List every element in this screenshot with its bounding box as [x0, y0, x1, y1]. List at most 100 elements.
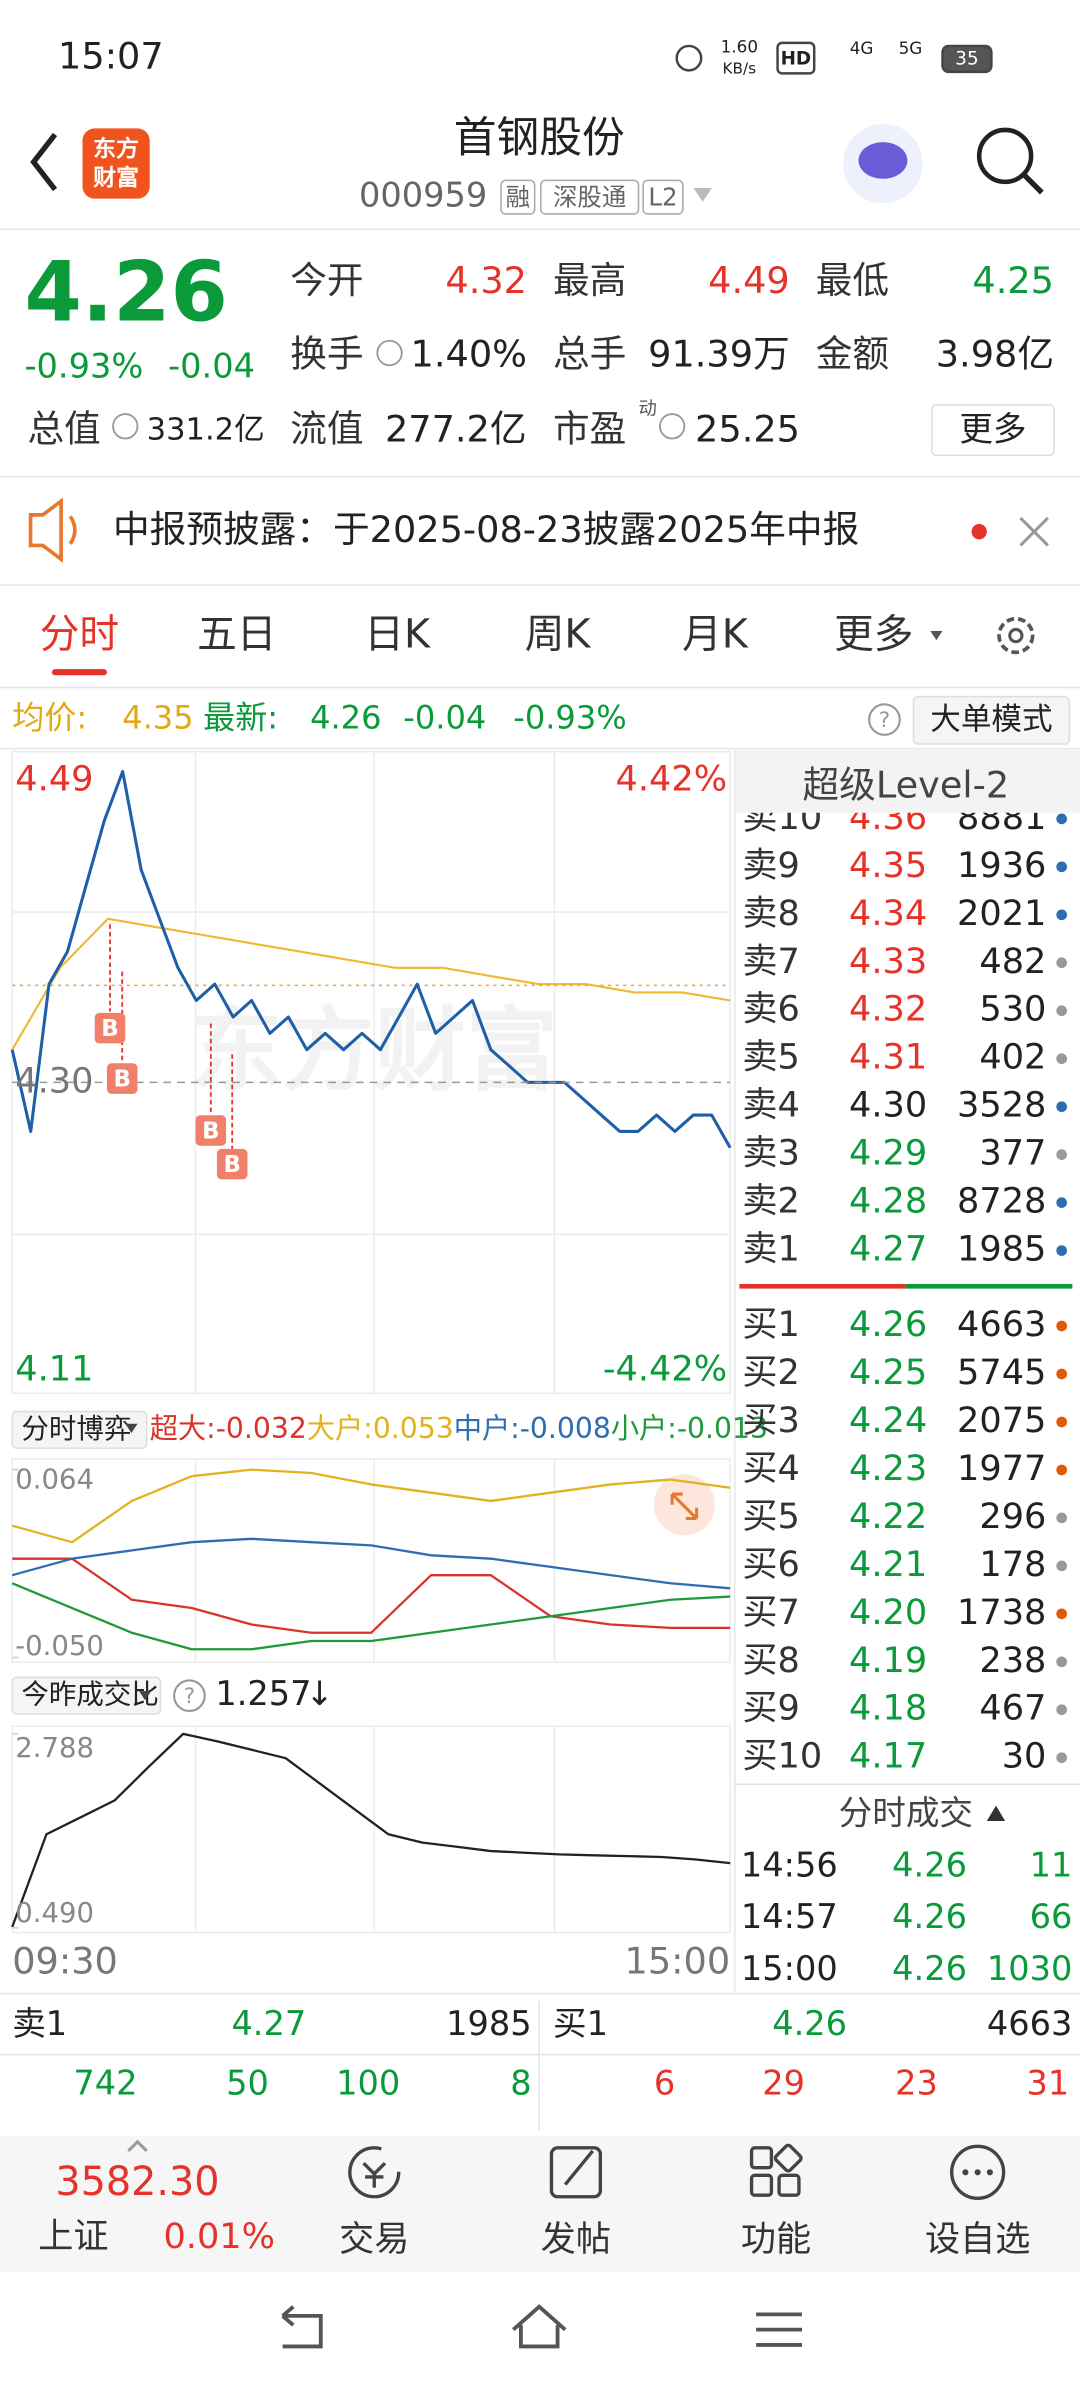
- book-label: 卖1: [742, 1229, 799, 1270]
- book-price: 4.34: [849, 893, 927, 934]
- depth-cell: 4.26: [772, 2004, 847, 2043]
- net-speed: 1.60: [721, 36, 758, 56]
- book-volume: 467: [979, 1688, 1046, 1729]
- change-pct: -0.93%: [24, 347, 143, 386]
- legend-value: -0.008: [520, 1412, 611, 1445]
- trade-time: 14:57: [741, 1897, 838, 1936]
- buy-marker-label: B: [223, 1152, 240, 1178]
- book-price: 4.19: [849, 1640, 927, 1681]
- depth-cell: 4663: [987, 2004, 1072, 2043]
- network-4g: 4G: [850, 38, 874, 58]
- back-button[interactable]: [30, 132, 58, 192]
- y-tick-label: -0.050: [15, 1630, 104, 1662]
- book-volume: 296: [979, 1496, 1046, 1537]
- settings-core: [1008, 627, 1024, 644]
- change: -0.04: [168, 347, 255, 386]
- book-label: 卖4: [742, 1085, 799, 1126]
- avg-value: 4.35: [122, 699, 193, 737]
- last-change: -0.04: [403, 699, 486, 737]
- close-notice[interactable]: [1019, 516, 1050, 547]
- field-value: 1.40%: [411, 333, 527, 376]
- last-value: 4.26: [310, 699, 381, 737]
- depth-cell: 卖1: [12, 2004, 67, 2043]
- depth-cell: 4.27: [231, 2004, 306, 2043]
- book-volume: 3528: [957, 1085, 1046, 1126]
- tag-box: [500, 179, 536, 215]
- nav-item[interactable]: 设自选: [925, 2219, 1030, 2260]
- book-volume: 238: [979, 1640, 1046, 1681]
- marker-lines: [109, 924, 234, 1149]
- field-label: 流值: [290, 407, 363, 450]
- field-label: 总手: [553, 333, 626, 376]
- mode-button[interactable]: [912, 695, 1071, 745]
- stock-name: 首钢股份: [454, 113, 625, 163]
- field-value: 4.49: [708, 259, 790, 302]
- buy-marker-label: B: [113, 1067, 130, 1093]
- book-dot: [1056, 1464, 1068, 1476]
- tab[interactable]: 五日: [197, 612, 276, 658]
- nav-item[interactable]: 发帖: [541, 2219, 611, 2260]
- book-dot: [1056, 1752, 1068, 1764]
- ratio-title: 今昨成交比: [21, 1679, 158, 1711]
- book-volume: 377: [979, 1133, 1046, 1174]
- book-volume: 178: [979, 1544, 1046, 1585]
- hd-badge: HD: [781, 49, 812, 70]
- trades-title[interactable]: 分时成交: [839, 1793, 973, 1832]
- nav-item[interactable]: 功能: [741, 2219, 811, 2260]
- book-dot: [1056, 1149, 1068, 1160]
- legend-name: 中户:: [454, 1412, 520, 1445]
- tab[interactable]: 更多: [834, 612, 913, 658]
- book-label: 买7: [742, 1592, 799, 1633]
- book-price: 4.29: [849, 1133, 927, 1174]
- help-mark: ?: [879, 708, 890, 733]
- depth-cell: 100: [336, 2064, 400, 2103]
- book-volume: 1738: [957, 1592, 1046, 1633]
- ratio-help[interactable]: [173, 1679, 206, 1713]
- nav-dots: [962, 2169, 993, 2176]
- status-time: 15:07: [58, 35, 164, 78]
- tab[interactable]: 日K: [364, 612, 431, 658]
- nav-item[interactable]: 交易: [339, 2219, 409, 2260]
- x-tick-label: 15:00: [625, 1940, 731, 1983]
- system-nav[interactable]: [281, 2304, 802, 2349]
- tab[interactable]: 月K: [682, 612, 749, 658]
- book-label: 买4: [742, 1448, 799, 1489]
- search-icon[interactable]: [976, 127, 1034, 185]
- more-button[interactable]: [931, 404, 1055, 457]
- tab[interactable]: 周K: [525, 612, 592, 658]
- book-label: 买9: [742, 1688, 799, 1729]
- field-label: 今开: [290, 259, 363, 302]
- dropdown[interactable]: [693, 187, 712, 202]
- book-dot: [1056, 1101, 1068, 1113]
- settings-icon[interactable]: [997, 616, 1035, 655]
- game-selector[interactable]: [11, 1410, 148, 1449]
- legend-value: -0.032: [216, 1412, 307, 1445]
- book-price: 4.30: [849, 1085, 927, 1126]
- book-dot: [1056, 1704, 1068, 1716]
- tab[interactable]: 分时: [40, 612, 119, 658]
- y-tick-label: 4.11: [15, 1348, 93, 1389]
- ratio-selector[interactable]: [11, 1676, 162, 1715]
- tab-more-arrow: [930, 630, 943, 641]
- book-dot: [1056, 1197, 1068, 1208]
- average-line: [11, 917, 731, 1051]
- trades-arrow: [986, 1805, 1006, 1821]
- book-dot: [1056, 813, 1068, 825]
- search-handle: [1021, 172, 1044, 195]
- logo-text: 东方: [93, 135, 139, 162]
- stock-tag: 融: [506, 183, 530, 212]
- stock-code: 000959: [359, 176, 487, 215]
- book-volume: 1936: [957, 845, 1046, 886]
- more-button-label[interactable]: 更多: [959, 409, 1026, 448]
- help-icon[interactable]: [868, 703, 901, 736]
- index-toggle[interactable]: [127, 2139, 148, 2152]
- trade-volume: 11: [1030, 1845, 1073, 1884]
- watermark: 东方财富: [191, 997, 558, 1104]
- book-volume: 8728: [957, 1181, 1046, 1222]
- ratio-line: [11, 1732, 731, 1928]
- logo-text: 财富: [93, 164, 139, 191]
- mode-label[interactable]: 大单模式: [930, 703, 1052, 738]
- field-label: 总值: [27, 407, 100, 450]
- book-dot: [1056, 1005, 1068, 1017]
